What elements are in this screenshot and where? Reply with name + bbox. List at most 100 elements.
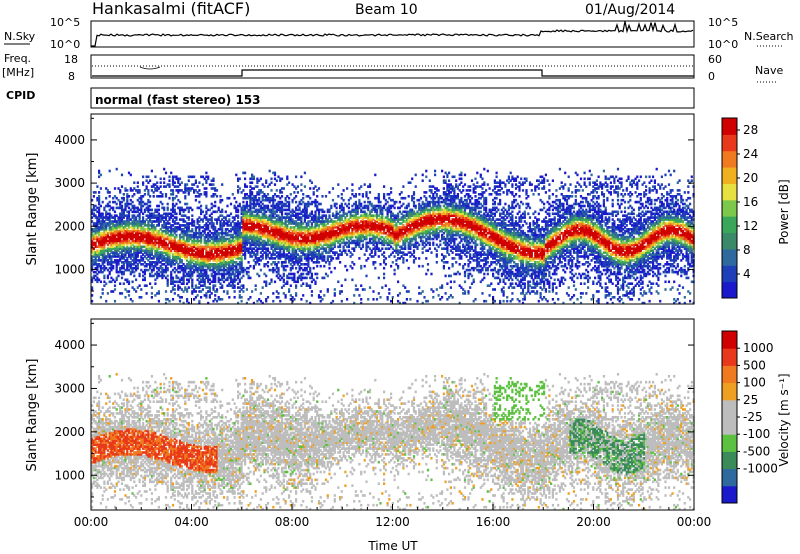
power-cell: [129, 222, 132, 225]
power-cell: [143, 210, 146, 214]
power-cell: [256, 299, 259, 303]
power-cell: [92, 229, 95, 233]
power-cell: [171, 214, 175, 217]
power-cell: [138, 245, 141, 249]
power-cell: [235, 206, 238, 210]
power-cell: [96, 276, 99, 280]
power-cell: [235, 200, 238, 204]
power-cell: [157, 195, 160, 198]
power-cell: [157, 214, 160, 217]
power-cell: [196, 231, 199, 235]
power-cell: [235, 241, 238, 245]
power-cell: [210, 247, 213, 250]
power-cell: [191, 249, 194, 252]
power-cell: [247, 239, 250, 243]
power-cell: [122, 193, 125, 196]
power-cell: [133, 235, 136, 239]
power-cell: [108, 231, 111, 235]
power-cell: [240, 284, 243, 287]
power-cell: [91, 259, 94, 262]
power-cell: [251, 226, 254, 229]
power-cell: [193, 233, 196, 237]
power-cell: [177, 198, 180, 202]
power-cell: [119, 229, 122, 233]
power-cell: [300, 175, 303, 179]
power-cell: [187, 224, 190, 227]
power-cell: [170, 274, 173, 278]
power-cell: [226, 228, 229, 231]
power-cell: [247, 226, 250, 229]
power-cell: [124, 247, 127, 250]
power-cell: [187, 249, 190, 252]
power-cell: [164, 249, 168, 252]
power-cell: [105, 239, 108, 243]
power-cell: [91, 208, 94, 212]
power-cell: [147, 229, 150, 233]
power-cell: [249, 185, 252, 188]
power-cell: [187, 179, 190, 182]
power-cell: [140, 288, 143, 291]
power-cell: [126, 261, 129, 264]
power-cell: [145, 175, 148, 179]
power-cell: [323, 276, 326, 280]
power-cell: [331, 299, 335, 303]
power-cell: [159, 195, 162, 198]
power-cell: [207, 243, 210, 247]
power-cell: [247, 274, 250, 278]
power-cell: [233, 276, 236, 280]
power-cell: [126, 193, 129, 196]
power-cell: [207, 231, 210, 235]
power-cell: [184, 274, 187, 278]
power-cell: [98, 212, 101, 216]
power-cell: [226, 284, 229, 287]
power-cell: [237, 263, 240, 266]
power-cell: [219, 255, 222, 258]
power-cell: [180, 251, 183, 254]
power-cell: [99, 266, 102, 270]
power-cell: [251, 237, 254, 241]
power-cell: [212, 204, 215, 208]
power-cell: [231, 282, 234, 285]
power-cell: [143, 270, 146, 274]
power-cell: [133, 245, 136, 249]
power-cell: [193, 268, 196, 272]
power-cell: [113, 259, 117, 262]
power-cell: [212, 247, 215, 250]
power-cell: [186, 224, 189, 227]
power-cell: [244, 257, 247, 260]
power-cell: [219, 261, 222, 264]
power-cell: [96, 218, 99, 221]
power-cell: [240, 191, 243, 194]
power-cell: [251, 196, 254, 200]
power-cell: [122, 263, 125, 266]
power-cell: [224, 218, 227, 221]
power-cell: [136, 191, 139, 194]
power-cell: [228, 214, 231, 217]
power-cell: [198, 282, 201, 285]
power-cell: [166, 284, 169, 287]
power-cell: [249, 229, 252, 233]
power-cell: [251, 222, 254, 225]
power-cell: [175, 255, 178, 258]
power-cell: [149, 261, 152, 264]
power-cell: [180, 259, 183, 262]
power-cell: [200, 218, 203, 221]
power-cell: [145, 179, 148, 182]
power-cell: [238, 245, 241, 249]
power-cell: [231, 237, 234, 241]
power-cell: [142, 278, 145, 282]
power-cell: [288, 288, 291, 291]
power-cell: [244, 241, 247, 245]
power-cell: [161, 259, 164, 262]
power-cell: [115, 167, 118, 171]
power-cell: [229, 276, 233, 280]
power-cell: [142, 259, 145, 262]
power-cell: [229, 249, 233, 252]
power-cell: [189, 266, 192, 270]
power-cell: [242, 189, 245, 192]
power-cell: [143, 272, 146, 276]
power-cell: [103, 249, 106, 252]
power-cell: [187, 263, 190, 266]
power-cell: [164, 253, 168, 256]
power-cell: [221, 255, 224, 258]
